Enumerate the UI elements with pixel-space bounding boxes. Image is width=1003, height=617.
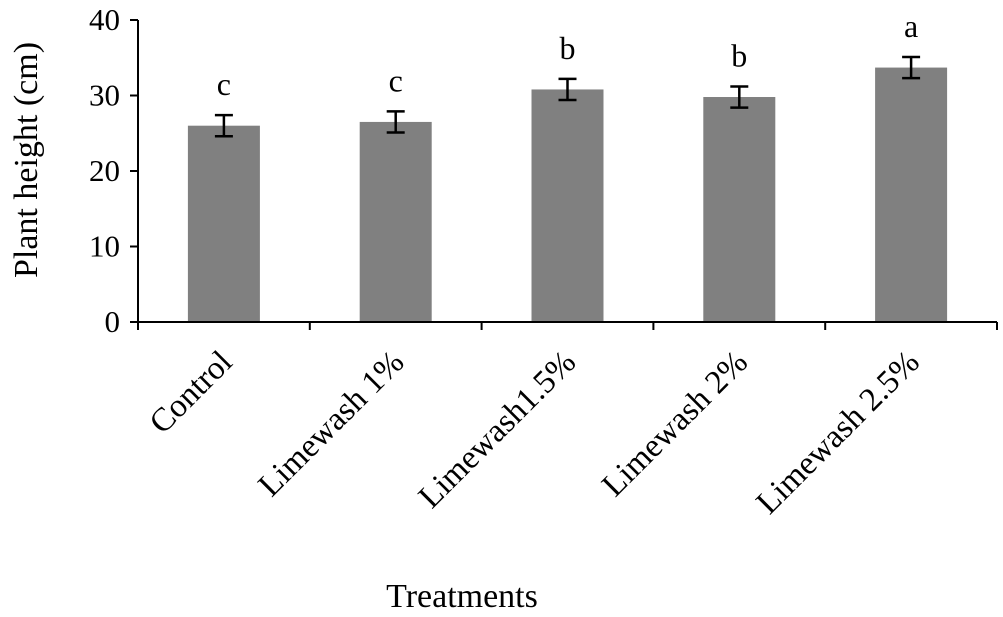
bar	[875, 67, 948, 322]
y-tick-label: 40	[89, 2, 120, 37]
significance-label: b	[731, 37, 747, 73]
category-label: Limewash 2.5%	[750, 344, 927, 521]
y-tick-label: 20	[89, 153, 120, 188]
y-tick-label: 10	[89, 229, 120, 264]
y-tick-label: 30	[89, 78, 120, 113]
category-label: Limewash 2%	[595, 344, 755, 504]
bar	[703, 97, 776, 322]
significance-label: b	[560, 30, 576, 66]
category-label: Limewash1.5%	[412, 344, 583, 515]
bar	[359, 121, 432, 322]
bar	[187, 125, 260, 322]
significance-label: c	[389, 62, 403, 98]
y-tick-label: 0	[105, 304, 121, 339]
significance-label: c	[217, 66, 231, 102]
bars-layer	[187, 67, 948, 323]
y-axis-title: Plant height (cm)	[8, 42, 45, 278]
category-label: Limewash 1%	[252, 344, 412, 504]
error-bars-layer	[214, 55, 921, 138]
ticks-layer	[130, 19, 998, 330]
bar	[531, 89, 604, 323]
category-label: Control	[143, 344, 240, 441]
x-axis-title: Treatments	[386, 578, 538, 615]
significance-label: a	[904, 8, 918, 44]
